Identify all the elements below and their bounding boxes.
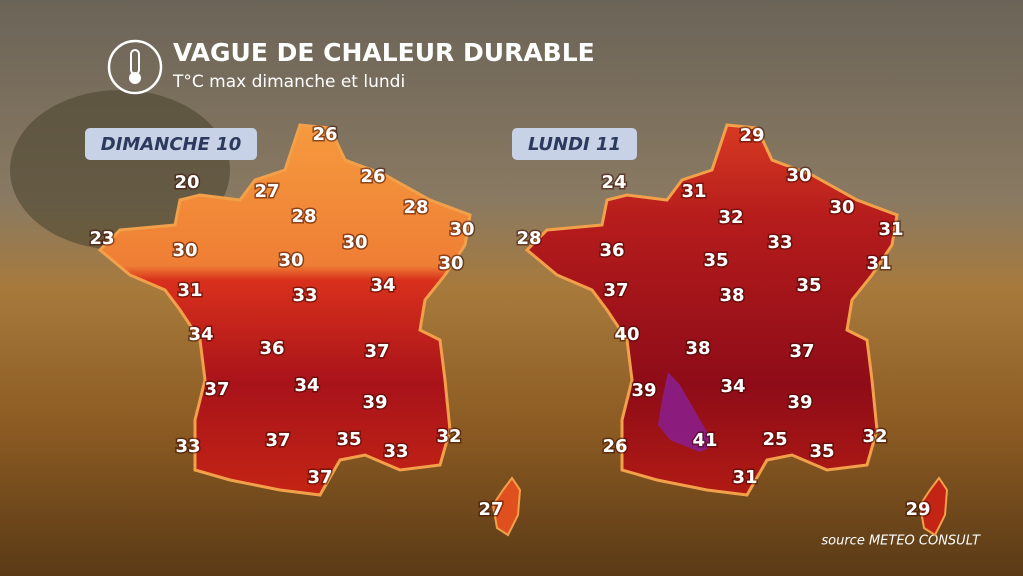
temperature: 27 bbox=[254, 181, 279, 202]
temperature: 34 bbox=[370, 275, 395, 296]
temperature: 26 bbox=[360, 166, 385, 187]
temperature: 39 bbox=[362, 392, 387, 413]
temperature: 39 bbox=[787, 392, 812, 413]
temperature: 40 bbox=[614, 324, 639, 345]
day-badge bbox=[85, 128, 257, 160]
temperature: 33 bbox=[767, 232, 792, 253]
temperature: 29 bbox=[905, 499, 930, 520]
temperature: 31 bbox=[177, 280, 202, 301]
temperature: 34 bbox=[188, 324, 213, 345]
temperature: 26 bbox=[312, 124, 337, 145]
temperature: 30 bbox=[342, 232, 367, 253]
temperature: 41 bbox=[692, 430, 717, 451]
corsica-map bbox=[491, 476, 522, 537]
temperature: 28 bbox=[291, 206, 316, 227]
temperature: 36 bbox=[599, 240, 624, 261]
temperature: 31 bbox=[681, 181, 706, 202]
temperature: 24 bbox=[601, 172, 626, 193]
temperature: 31 bbox=[878, 219, 903, 240]
temperature: 26 bbox=[602, 436, 627, 457]
temperature: 20 bbox=[174, 172, 199, 193]
temperature: 30 bbox=[278, 250, 303, 271]
temperature: 28 bbox=[403, 197, 428, 218]
temperature: 30 bbox=[172, 240, 197, 261]
hot-zone bbox=[658, 372, 715, 452]
temperature: 34 bbox=[294, 375, 319, 396]
corsica-map bbox=[918, 476, 949, 537]
temperature: 37 bbox=[603, 280, 628, 301]
temperature: 37 bbox=[364, 341, 389, 362]
day-label: DIMANCHE 10 bbox=[101, 134, 241, 155]
temperature: 27 bbox=[478, 499, 503, 520]
temperature: 37 bbox=[204, 379, 229, 400]
temperature: 30 bbox=[786, 165, 811, 186]
icon-bulb bbox=[129, 72, 141, 84]
temperature: 37 bbox=[789, 341, 814, 362]
temperature: 36 bbox=[259, 338, 284, 359]
day-label: LUNDI 11 bbox=[528, 134, 621, 155]
temperature: 31 bbox=[732, 467, 757, 488]
icon-ring bbox=[107, 39, 163, 95]
temperature: 25 bbox=[762, 429, 787, 450]
title: VAGUE DE CHALEUR DURABLE bbox=[173, 38, 595, 67]
temperature: 28 bbox=[516, 228, 541, 249]
temperature: 35 bbox=[796, 275, 821, 296]
temperature: 38 bbox=[685, 338, 710, 359]
temperature: 32 bbox=[436, 426, 461, 447]
temperature: 30 bbox=[438, 253, 463, 274]
temperature: 33 bbox=[383, 441, 408, 462]
temperature: 33 bbox=[175, 436, 200, 457]
temperature: 30 bbox=[449, 219, 474, 240]
temperature: 38 bbox=[719, 285, 744, 306]
temperature: 29 bbox=[739, 125, 764, 146]
temperature: 35 bbox=[809, 441, 834, 462]
temperature: 32 bbox=[862, 426, 887, 447]
day-badge bbox=[512, 128, 637, 160]
temperature: 35 bbox=[336, 429, 361, 450]
temperature: 39 bbox=[631, 380, 656, 401]
temperature: 37 bbox=[307, 467, 332, 488]
temperature: 37 bbox=[265, 430, 290, 451]
source: source METEO CONSULT bbox=[821, 534, 981, 549]
temperature: 35 bbox=[703, 250, 728, 271]
temperature: 31 bbox=[866, 253, 891, 274]
france-map bbox=[524, 123, 899, 497]
temperature: 34 bbox=[720, 376, 745, 397]
subtitle: T°C max dimanche et lundi bbox=[172, 72, 405, 92]
temperature: 30 bbox=[829, 197, 854, 218]
temperature: 32 bbox=[718, 207, 743, 228]
temperature: 23 bbox=[89, 228, 114, 249]
france-map bbox=[97, 123, 472, 497]
temperature: 33 bbox=[292, 285, 317, 306]
